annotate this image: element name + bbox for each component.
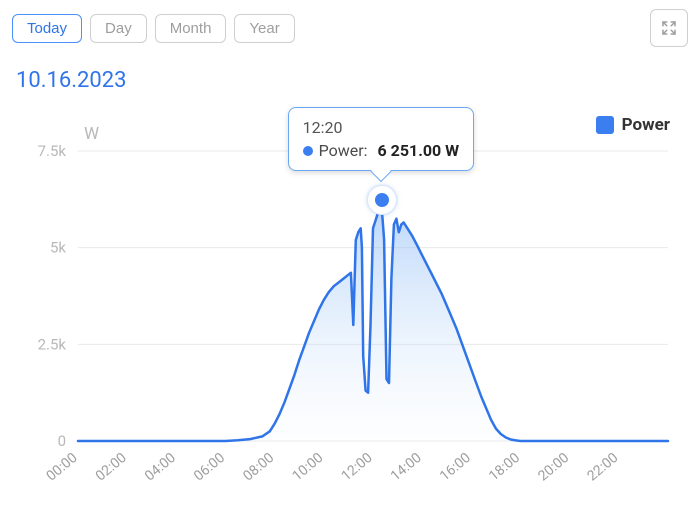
svg-text:5k: 5k	[50, 239, 66, 257]
svg-text:14:00: 14:00	[388, 450, 425, 485]
tooltip-time: 12:20	[303, 118, 460, 137]
svg-text:02:00: 02:00	[93, 450, 130, 485]
svg-text:20:00: 20:00	[535, 450, 572, 485]
tab-year[interactable]: Year	[234, 14, 294, 43]
svg-text:W: W	[84, 124, 99, 144]
legend: Power	[596, 115, 670, 135]
svg-text:12:00: 12:00	[339, 450, 376, 485]
legend-label: Power	[622, 115, 670, 135]
legend-swatch	[596, 116, 614, 134]
svg-text:16:00: 16:00	[437, 450, 474, 485]
svg-text:18:00: 18:00	[486, 450, 523, 485]
svg-text:08:00: 08:00	[240, 450, 277, 485]
tooltip-series-label: Power:	[319, 141, 372, 160]
tooltip-dot-icon	[303, 146, 313, 156]
svg-text:7.5k: 7.5k	[38, 142, 67, 160]
svg-text:00:00: 00:00	[44, 450, 81, 485]
expand-icon	[660, 19, 678, 37]
date-title: 10.16.2023	[16, 68, 688, 93]
svg-text:06:00: 06:00	[191, 450, 228, 485]
time-range-toolbar: Today Day Month Year	[12, 8, 688, 48]
tab-day[interactable]: Day	[90, 14, 147, 43]
power-chart[interactable]: 0 2.5k 5k 7.5k W 00:00 02:00 04:00 06:00 08:00 10:…	[12, 101, 688, 521]
tooltip-value: 6 251.00 W	[378, 141, 460, 160]
chart-tooltip: 12:20 Power: 6 251.00 W	[288, 107, 475, 171]
svg-text:10:00: 10:00	[289, 450, 326, 485]
expand-button[interactable]	[650, 9, 688, 47]
tab-today[interactable]: Today	[12, 14, 82, 43]
svg-text:22:00: 22:00	[584, 450, 621, 485]
svg-text:0: 0	[58, 432, 66, 450]
svg-text:2.5k: 2.5k	[38, 335, 67, 353]
svg-text:04:00: 04:00	[142, 450, 179, 485]
tab-month[interactable]: Month	[155, 14, 227, 43]
app-root: Today Day Month Year 10.16.2023 0 2.5k 5k 7…	[0, 0, 700, 529]
